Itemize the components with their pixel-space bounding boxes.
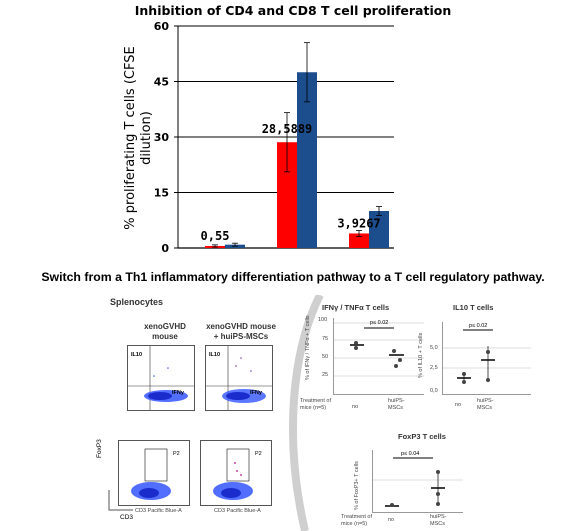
flow-scatter-4: P2 (213, 448, 262, 500)
chart-title: Inhibition of CD4 and CD8 T cell prolife… (134, 3, 452, 18)
error-bars (212, 42, 382, 248)
flow-scatter-3: P2 (131, 448, 180, 500)
il10-p-value: p≤ 0.02 (469, 323, 487, 329)
treatment-label-1: Treatment of mice (n=5) (300, 398, 331, 412)
y-tick-label-2: 30 (154, 131, 170, 144)
foxp3-plot: p≤ 0.04 (372, 450, 463, 513)
foxp3-p-value: p≤ 0.04 (401, 451, 419, 457)
foxp3-no-label: no (388, 517, 395, 523)
il10-no-label: no (455, 402, 462, 408)
ifn-tnf-dots: p≤ 0.02 (334, 320, 424, 377)
data-labels: 0,55 28,5889 3,9267 (201, 122, 381, 243)
ifn-tnf-title: IFNγ / TNFα T cells (322, 303, 390, 312)
axis-arrows (108, 490, 133, 511)
foxp3-ylabel: % of FoxP3+ T cells (354, 461, 360, 510)
foxp3-axis-label: FoxP3 (96, 439, 103, 458)
y-axis-label-line1: % proliferating T cells (CFSE (123, 46, 138, 229)
y-tick-label-3: 45 (154, 76, 169, 89)
ifny-gate-label: IFNy (172, 390, 185, 396)
col2-header-line1: xenoGVHD mouse (206, 322, 276, 331)
il10-plot: p≤ 0.02 (442, 322, 531, 395)
bar-s1-c2 (369, 211, 389, 248)
ifn-hu-label: huiPS- MSCs (388, 398, 405, 412)
flow-plot-foxp3-control: P2 (118, 440, 190, 506)
il10-gate-label: IL10 (131, 352, 142, 358)
cd3-axis-label: CD3 (120, 514, 134, 521)
ifn-ytick-50: 50 (322, 354, 329, 360)
ifn-tnf-plot: p≤ 0.02 (333, 318, 424, 395)
treatment-line2: mice (n=5) (300, 405, 327, 411)
ifn-hu-line1: huiPS- (388, 398, 405, 404)
bars (205, 72, 389, 248)
data-label-1: 28,5889 (262, 122, 313, 136)
flow-plot-il10-control: IL10 IFNy (127, 345, 195, 411)
y-tick-label-4: 60 (154, 20, 170, 33)
ifn-ylabel: % of IFNγ / TNFα + T cells (305, 315, 311, 380)
flow-x-label-1: CD3 Pacific Blue-A (135, 508, 182, 514)
figure-subtitle: Switch from a Th1 inflammatory different… (41, 270, 545, 284)
col1-header: xenoGVHD mouse (130, 322, 200, 342)
y-tick-label-1: 15 (154, 187, 169, 200)
treatment2-line1: Treatment of (341, 514, 372, 520)
foxp3-hu-label: huiPS- MSCs (430, 514, 447, 528)
flow-plot-il10-msc: IL10 IFNy (205, 345, 273, 411)
ifn-no-label: no (352, 404, 359, 410)
col2-header-line2: + huiPS-MSCs (213, 332, 269, 341)
ifn-ytick-75: 75 (322, 336, 329, 342)
foxp3-dots: p≤ 0.04 (373, 451, 463, 507)
treatment-label-2: Treatment of mice (n=5) (341, 514, 372, 528)
il10-hu-line1: huiPS- (477, 398, 494, 404)
il10-hu-label: huiPS- MSCs (477, 398, 494, 412)
bar-s0-c1 (277, 142, 297, 248)
il10-ylabel: % of IL10 + T cells (418, 332, 424, 378)
il10-hu-line2: MSCs (477, 405, 492, 411)
ifny-gate-label-2: IFNy (250, 390, 263, 396)
ifn-ytick-25: 25 (322, 372, 329, 378)
il10-ytick-0: 0,0 (430, 388, 438, 394)
col2-header: xenoGVHD mouse + huiPS-MSCs (196, 322, 286, 342)
ifn-hu-line2: MSCs (388, 405, 403, 411)
flow-x-label-2: CD3 Pacific Blue-A (214, 508, 261, 514)
flow-scatter-2: IL10 IFNy (206, 346, 272, 410)
ifn-ytick-100: 100 (318, 317, 328, 323)
foxp3-title: FoxP3 T cells (398, 432, 446, 441)
il10-gate-label-2: IL10 (209, 352, 220, 358)
p2-label-2: P2 (255, 451, 262, 457)
foxp3-hu-line2: MSCs (430, 521, 445, 527)
y-axis-label: % proliferating T cells (CFSEdilution) (123, 46, 154, 229)
flow-plot-foxp3-msc: P2 (200, 440, 272, 506)
col1-header-line1: xenoGVHD (144, 322, 186, 331)
bar-s0-c2 (349, 233, 369, 248)
ifn-p-value: p≤ 0.02 (370, 320, 388, 326)
decorative-swoosh (289, 295, 324, 531)
y-tick-labels: 0 15 30 45 60 (154, 20, 170, 255)
bar-s1-c1 (297, 72, 317, 248)
y-tick-label-0: 0 (161, 242, 169, 255)
flow-scatter-1: IL10 IFNy (128, 346, 194, 410)
data-label-0: 0,55 (201, 229, 230, 243)
splenocytes-label: Splenocytes (110, 297, 164, 307)
p2-label: P2 (173, 451, 180, 457)
il10-ytick-5: 5,0 (430, 345, 438, 351)
il10-ytick-2-5: 2,5 (430, 365, 438, 371)
treatment2-line2: mice (n=5) (341, 521, 368, 527)
bar-chart: 0 15 30 45 60 0,55 28,5889 3,9267 % proliferat… (123, 20, 394, 255)
treatment-line1: Treatment of (300, 398, 331, 404)
data-label-2: 3,9267 (337, 216, 380, 230)
il10-title: IL10 T cells (453, 303, 494, 312)
col1-header-line2: mouse (152, 332, 178, 341)
foxp3-hu-line1: huiPS- (430, 514, 447, 520)
y-axis-label-line2: dilution) (139, 111, 154, 165)
il10-dots: p≤ 0.02 (443, 323, 531, 384)
